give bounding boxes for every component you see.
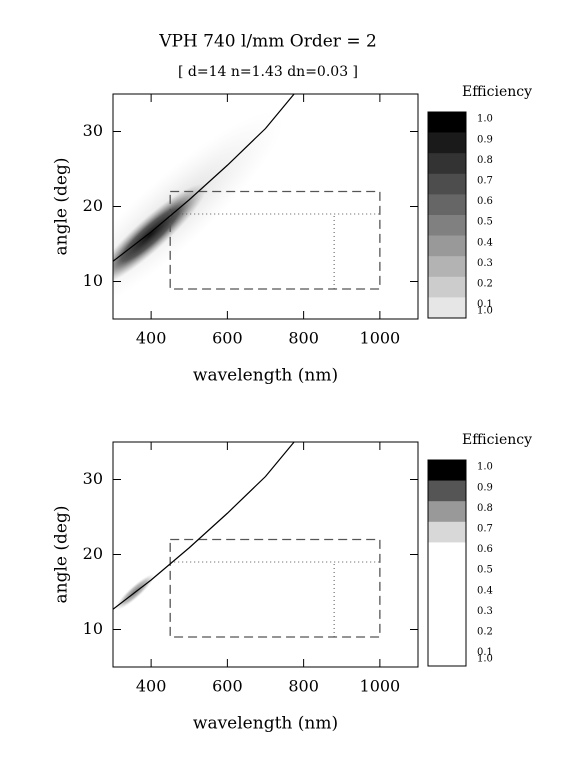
colorbar-cell bbox=[428, 624, 466, 646]
line bbox=[113, 442, 295, 610]
x-tick-label: 800 bbox=[288, 329, 319, 348]
y-axis-label: angle (deg) bbox=[52, 158, 72, 256]
colorbar-label: 0.5 bbox=[477, 217, 493, 228]
colorbar-label: 0.9 bbox=[477, 134, 493, 145]
colorbar-frame bbox=[427, 111, 467, 319]
colorbar-cell bbox=[428, 112, 466, 133]
y-tick-label: 10 bbox=[83, 271, 103, 290]
colorbar-title: Efficiency bbox=[462, 432, 532, 448]
x-tick-label: 400 bbox=[136, 677, 167, 696]
colorbar-frame bbox=[427, 459, 467, 667]
x-tick-label: 1000 bbox=[360, 677, 401, 696]
x-tick-label: 1000 bbox=[360, 329, 401, 348]
colorbar-label: 1.0 bbox=[477, 306, 493, 317]
y-tick-label: 20 bbox=[83, 544, 103, 563]
colorbar-label: 0.2 bbox=[477, 279, 493, 290]
colorbar-cell bbox=[428, 480, 466, 502]
y-tick-label: 30 bbox=[83, 469, 103, 488]
y-axis-label: angle (deg) bbox=[52, 506, 72, 604]
colorbar-cell bbox=[428, 645, 466, 667]
colorbar-cell bbox=[428, 583, 466, 605]
x-axis-label: wavelength (nm) bbox=[193, 714, 338, 734]
colorbar-title: Efficiency bbox=[462, 84, 532, 100]
colorbar-cell bbox=[428, 297, 466, 319]
x-tick-label: 800 bbox=[288, 677, 319, 696]
colorbar-cell bbox=[428, 563, 466, 584]
colorbar-label: 0.9 bbox=[477, 482, 493, 493]
colorbar-cell bbox=[428, 604, 466, 626]
chart-title: VPH 740 l/mm Order = 2 bbox=[158, 32, 377, 52]
colorbar-label: 0.3 bbox=[477, 258, 493, 269]
colorbar-cell bbox=[428, 256, 466, 278]
colorbar-cell bbox=[428, 173, 466, 195]
colorbar-cell bbox=[428, 521, 466, 543]
curve-group bbox=[113, 442, 295, 610]
colorbar-label: 0.4 bbox=[477, 237, 493, 248]
colorbar-label: 0.2 bbox=[477, 627, 493, 638]
colorbar-label: 0.7 bbox=[477, 524, 493, 535]
dashed-box bbox=[169, 190, 381, 290]
colorbar-cell bbox=[428, 235, 466, 257]
x-tick-label: 600 bbox=[212, 677, 243, 696]
curve-group bbox=[113, 94, 295, 262]
colorbar-cell bbox=[428, 501, 466, 523]
colorbar-label: 0.8 bbox=[477, 155, 493, 166]
y-tick-label: 10 bbox=[83, 619, 103, 638]
y-tick-label: 30 bbox=[83, 121, 103, 140]
colorbar-cell bbox=[428, 276, 466, 298]
colorbar-label: 0.1 bbox=[477, 299, 493, 310]
colorbar-cell bbox=[428, 542, 466, 564]
x-tick-label: 600 bbox=[212, 329, 243, 348]
colorbar-cell bbox=[428, 194, 466, 216]
colorbar-label: 0.5 bbox=[477, 565, 493, 576]
line bbox=[113, 94, 295, 262]
colorbar-cell bbox=[428, 215, 466, 236]
colorbar-label: 0.4 bbox=[477, 585, 493, 596]
colorbar-label: 0.8 bbox=[477, 503, 493, 514]
colorbar-cell bbox=[428, 132, 466, 154]
y-tick-label: 20 bbox=[83, 196, 103, 215]
dashed-box bbox=[169, 538, 381, 638]
colorbar-label: 0.1 bbox=[477, 647, 493, 658]
colorbar-label: 1.0 bbox=[477, 462, 493, 473]
x-tick-label: 400 bbox=[136, 329, 167, 348]
colorbar-label: 0.3 bbox=[477, 606, 493, 617]
colorbar-label: 0.6 bbox=[477, 196, 493, 207]
x-axis-label: wavelength (nm) bbox=[193, 366, 338, 386]
colorbar-label: 1.0 bbox=[477, 114, 493, 125]
colorbar-label: 0.7 bbox=[477, 176, 493, 187]
colorbar-cell bbox=[428, 153, 466, 175]
colorbar-label: 1.0 bbox=[477, 654, 493, 665]
colorbar-label: 0.6 bbox=[477, 544, 493, 555]
colorbar-cell bbox=[428, 460, 466, 481]
chart-subtitle: [ d=14 n=1.43 dn=0.03 ] bbox=[178, 64, 358, 80]
